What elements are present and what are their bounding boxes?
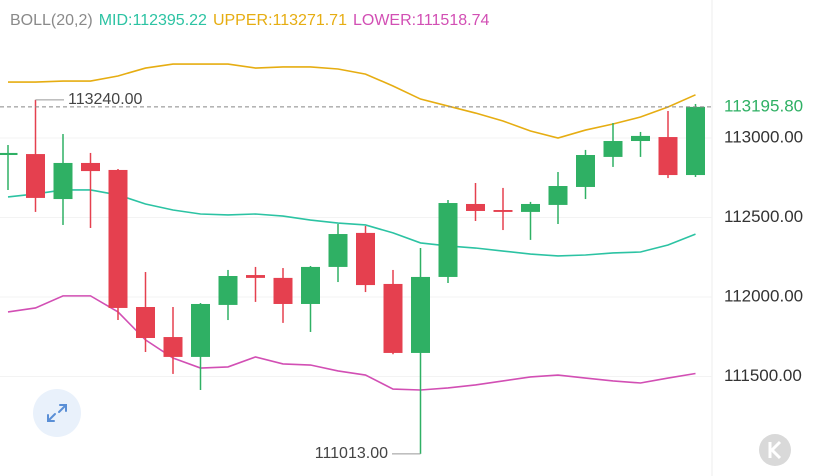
band-value: 113271.71 [273, 12, 348, 29]
candle-body [466, 203, 485, 211]
candle-body [658, 137, 678, 176]
candle-body [603, 141, 623, 157]
candle-body [163, 337, 183, 357]
band-name: MID [99, 12, 128, 29]
y-axis: 113000.00 112500.00 112000.00 111500.00 [724, 127, 803, 384]
candle-body [53, 162, 73, 200]
candle-body [438, 203, 458, 277]
band-value: 112395.22 [133, 12, 208, 29]
candle-body [108, 169, 128, 308]
candle-body [136, 306, 155, 339]
y-tick-label: 112500.00 [724, 207, 803, 226]
candle-body [548, 186, 568, 205]
candle-body [356, 232, 375, 286]
candle-body [218, 275, 238, 305]
max-label: 113240.00 [68, 91, 143, 108]
candle-body [631, 135, 650, 142]
candle-body [493, 210, 513, 212]
candle-body [26, 154, 45, 198]
y-tick-label: 111500.00 [724, 366, 802, 385]
y-tick-label: 113000.00 [724, 127, 803, 146]
candle-body [81, 162, 100, 172]
expand-button[interactable] [33, 389, 81, 437]
candle-body [0, 152, 18, 156]
band-line [8, 63, 696, 139]
candle-body [576, 155, 595, 187]
annotations: 113240.00 111013.00 113195.80 [0, 91, 803, 462]
indicator-name: BOLL(20,2) [10, 12, 93, 29]
candle-body [301, 266, 320, 304]
candle-body [273, 277, 293, 304]
candle-body [521, 203, 540, 212]
indicator-header: BOLL(20,2)MID:112395.22UPPER:113271.71LO… [10, 12, 489, 29]
candle-body [686, 106, 705, 176]
band-line [7, 295, 696, 391]
candle-body [246, 275, 265, 278]
candle-body [191, 303, 210, 357]
separator: : [268, 12, 272, 29]
y-tick-label: 112000.00 [724, 286, 803, 305]
separator: : [128, 12, 132, 29]
min-label: 111013.00 [315, 445, 388, 462]
band-name: UPPER [213, 12, 268, 29]
candle-body [411, 276, 430, 353]
candle-body [328, 234, 348, 267]
last-price-label: 113195.80 [724, 96, 803, 115]
candle-body [383, 283, 403, 353]
candles [0, 99, 705, 454]
band-name: LOWER [353, 12, 412, 29]
band-value: 111518.74 [416, 12, 489, 29]
logo-button[interactable] [759, 434, 791, 466]
separator: : [412, 12, 416, 29]
